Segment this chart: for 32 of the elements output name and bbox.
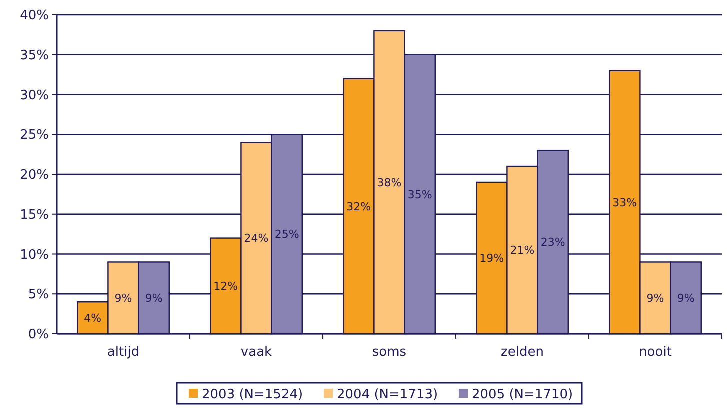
text: 9%: [646, 292, 664, 305]
text: 4%: [84, 312, 102, 325]
legend-label: 2003 (N=1524): [202, 388, 304, 403]
text: 9%: [677, 292, 695, 305]
x-tick-label: vaak: [240, 345, 273, 360]
x-tick-label: zelden: [501, 345, 544, 360]
y-tick-label: 10%: [20, 248, 49, 263]
text: 33%: [612, 196, 638, 210]
text: 32%: [346, 200, 372, 214]
y-tick-label: 0%: [28, 328, 49, 343]
text: 25%: [274, 228, 300, 242]
legend-label: 2005 (N=1710): [472, 388, 574, 403]
legend-label: 2004 (N=1713): [337, 388, 438, 403]
text: 9%: [145, 292, 163, 305]
y-tick-label: 15%: [20, 208, 49, 223]
text: 23%: [540, 236, 566, 250]
text: 21%: [510, 244, 535, 258]
y-tick-label: 40%: [20, 8, 49, 24]
y-tick-label: 30%: [20, 88, 49, 104]
y-tick-label: 20%: [20, 168, 49, 184]
text: 12%: [214, 280, 238, 293]
text: 9%: [114, 292, 132, 305]
text: 38%: [377, 176, 402, 190]
x-tick-label: nooit: [639, 345, 672, 360]
y-tick-label: 35%: [20, 48, 49, 64]
x-tick-label: altijd: [107, 345, 140, 360]
y-tick-label: 25%: [20, 128, 49, 144]
x-tick-label: soms: [372, 345, 407, 360]
text: 35%: [408, 188, 432, 202]
text: 19%: [480, 252, 504, 266]
y-tick-label: 5%: [28, 288, 49, 303]
text: 24%: [244, 232, 269, 246]
